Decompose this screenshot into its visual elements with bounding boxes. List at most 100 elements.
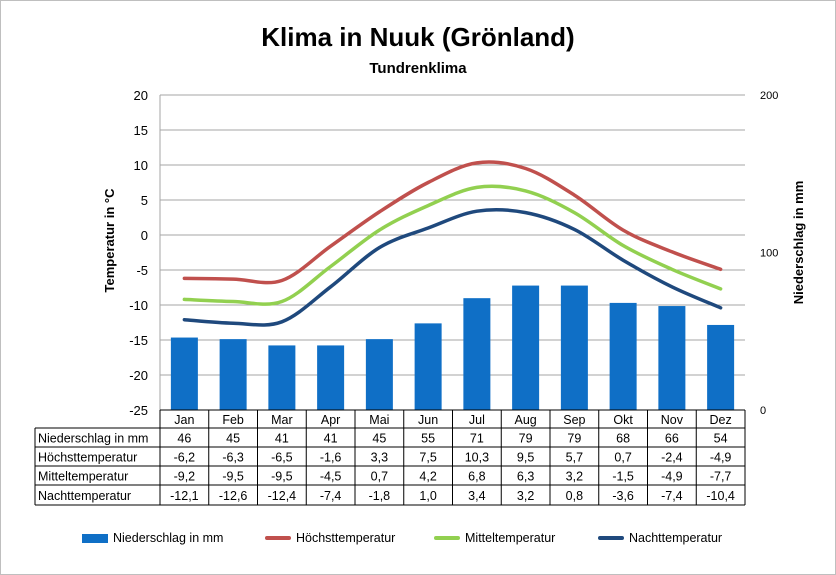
x-tick-label: Mar [271, 413, 293, 427]
data-label: 71 [470, 432, 484, 446]
y-tick-label: -5 [136, 263, 148, 278]
x-tick-label: Dez [710, 413, 732, 427]
data-label: -6,5 [271, 451, 293, 465]
data-label: -4,9 [661, 470, 683, 484]
data-label: 7,5 [419, 451, 436, 465]
series-line-h-chsttemperatur [182, 160, 723, 285]
data-label: 68 [616, 432, 630, 446]
data-label: 0,7 [371, 470, 388, 484]
data-label: 6,8 [468, 470, 485, 484]
data-label: -6,2 [174, 451, 196, 465]
data-label: -1,8 [369, 489, 391, 503]
data-label: 3,3 [371, 451, 388, 465]
series-line-nachttemperatur [182, 207, 723, 327]
chart-subtitle: Tundrenklima [369, 60, 467, 77]
data-label: 6,3 [517, 470, 534, 484]
legend-item: Höchsttemperatur [265, 531, 395, 545]
y-tick-label: 5 [141, 193, 148, 208]
bar [707, 324, 735, 410]
data-label: -7,7 [710, 470, 732, 484]
legend-swatch [434, 536, 460, 540]
y2-axis-title: Niederschlag in mm [791, 181, 806, 305]
y-tick-label: -20 [129, 368, 148, 383]
data-label: 46 [177, 432, 191, 446]
x-tick-label: Nov [661, 413, 684, 427]
x-tick-label: Jun [418, 413, 438, 427]
data-label: -9,5 [271, 470, 293, 484]
table-row-header: Mitteltemperatur [38, 470, 128, 484]
legend-label: Mitteltemperatur [465, 531, 556, 545]
data-label: -1,5 [612, 470, 634, 484]
data-label: -12,4 [268, 489, 297, 503]
data-label: -3,6 [612, 489, 634, 503]
data-label: -4,9 [710, 451, 732, 465]
legend-item: Niederschlag in mm [82, 531, 223, 545]
data-label: -9,2 [174, 470, 196, 484]
table-row-header: Niederschlag in mm [38, 432, 148, 446]
data-label: -9,5 [222, 470, 244, 484]
y-tick-label: 20 [134, 88, 148, 103]
bar [414, 323, 442, 410]
legend-label: Höchsttemperatur [296, 531, 396, 545]
data-label: 0,8 [566, 489, 583, 503]
x-tick-label: Jul [469, 413, 485, 427]
bar [560, 285, 588, 410]
data-label: 79 [567, 432, 581, 446]
legend-swatch [265, 536, 291, 540]
legend-swatch [82, 533, 108, 543]
bar [170, 337, 198, 410]
x-tick-label: Feb [222, 413, 244, 427]
y-tick-label: -10 [129, 298, 148, 313]
y2-tick-label: 200 [760, 90, 778, 102]
series-line-mitteltemperatur [182, 184, 723, 306]
chart-legend: Niederschlag in mm Höchsttemperatur Mittel… [0, 531, 836, 551]
legend-label: Niederschlag in mm [113, 531, 224, 545]
x-tick-label: Okt [613, 413, 633, 427]
data-label: 3,2 [517, 489, 534, 503]
legend-item: Mitteltemperatur [434, 531, 555, 545]
data-label: 45 [372, 432, 386, 446]
data-label: -10,4 [706, 489, 735, 503]
x-tick-label: Jan [174, 413, 194, 427]
bar [219, 339, 247, 410]
y-tick-label: -25 [129, 403, 148, 418]
data-label: 1,0 [419, 489, 436, 503]
y-tick-label: 10 [134, 158, 148, 173]
data-label: 9,5 [517, 451, 534, 465]
legend-swatch [598, 536, 624, 540]
x-tick-label: Aug [515, 413, 537, 427]
data-label: 41 [275, 432, 289, 446]
bar [317, 345, 345, 410]
bar [268, 345, 296, 410]
data-label: -2,4 [661, 451, 683, 465]
legend-item: Nachttemperatur [598, 531, 722, 545]
chart-title: Klima in Nuuk (Grönland) [261, 22, 575, 52]
y2-tick-label: 100 [760, 248, 778, 260]
data-label: -4,5 [320, 470, 342, 484]
y-tick-label: 0 [141, 228, 148, 243]
y-axis-title: Temperatur in °C [102, 188, 117, 293]
data-label: 4,2 [419, 470, 436, 484]
legend-label: Nachttemperatur [629, 531, 723, 545]
table-row-header: Höchsttemperatur [38, 451, 137, 465]
data-label: -1,6 [320, 451, 342, 465]
data-label: -7,4 [320, 489, 342, 503]
data-label: 10,3 [465, 451, 489, 465]
data-label: 3,2 [566, 470, 583, 484]
x-tick-label: Apr [321, 413, 340, 427]
data-label: 79 [519, 432, 533, 446]
data-label: 54 [714, 432, 728, 446]
bar [365, 339, 393, 410]
data-label: -12,1 [170, 489, 199, 503]
bar [658, 306, 686, 410]
x-tick-label: Mai [369, 413, 389, 427]
y-tick-label: -15 [129, 333, 148, 348]
bar [463, 298, 491, 410]
data-label: -12,6 [219, 489, 248, 503]
table-row-header: Nachttemperatur [38, 489, 131, 503]
x-tick-label: Sep [563, 413, 585, 427]
bar [512, 285, 540, 410]
data-label: 5,7 [566, 451, 583, 465]
data-label: 66 [665, 432, 679, 446]
